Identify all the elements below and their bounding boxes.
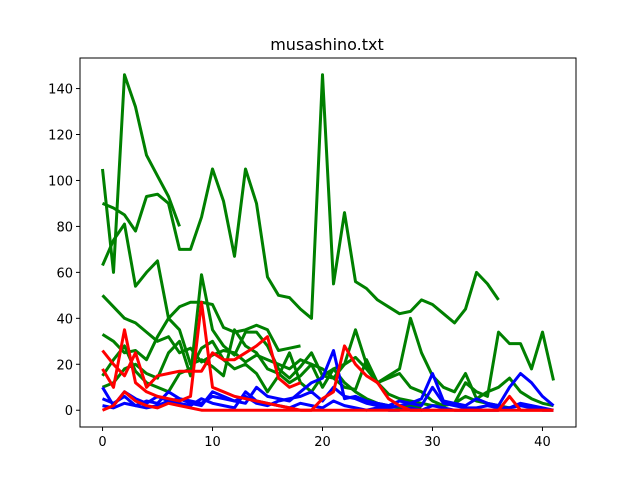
y-tick-label: 40 <box>56 312 73 327</box>
y-tick-label: 140 <box>48 83 73 98</box>
series-line-10 <box>101 335 302 389</box>
series-line-0 <box>101 73 181 274</box>
series-line-12 <box>101 344 554 412</box>
series-line-1 <box>101 73 500 325</box>
plot-frame <box>79 57 577 428</box>
y-tick-label: 100 <box>48 174 73 189</box>
y-axis: 0 20 40 60 80 100 120 140 <box>48 83 80 419</box>
x-tick-label: 10 <box>204 435 221 450</box>
x-tick-label: 0 <box>98 435 106 450</box>
series-line-6 <box>101 339 422 410</box>
chart-title: musashino.txt <box>270 35 384 54</box>
x-tick-label: 40 <box>534 435 551 450</box>
y-tick-label: 20 <box>56 358 73 373</box>
x-tick-label: 30 <box>424 435 441 450</box>
x-axis: 0 10 20 30 40 <box>98 427 551 450</box>
y-tick-label: 120 <box>48 129 73 144</box>
y-tick-label: 60 <box>56 266 73 281</box>
series-line-5 <box>101 273 510 410</box>
x-tick-label: 20 <box>314 435 331 450</box>
y-tick-label: 80 <box>56 220 73 235</box>
series-layer <box>101 73 555 412</box>
y-tick-label: 0 <box>65 404 73 419</box>
